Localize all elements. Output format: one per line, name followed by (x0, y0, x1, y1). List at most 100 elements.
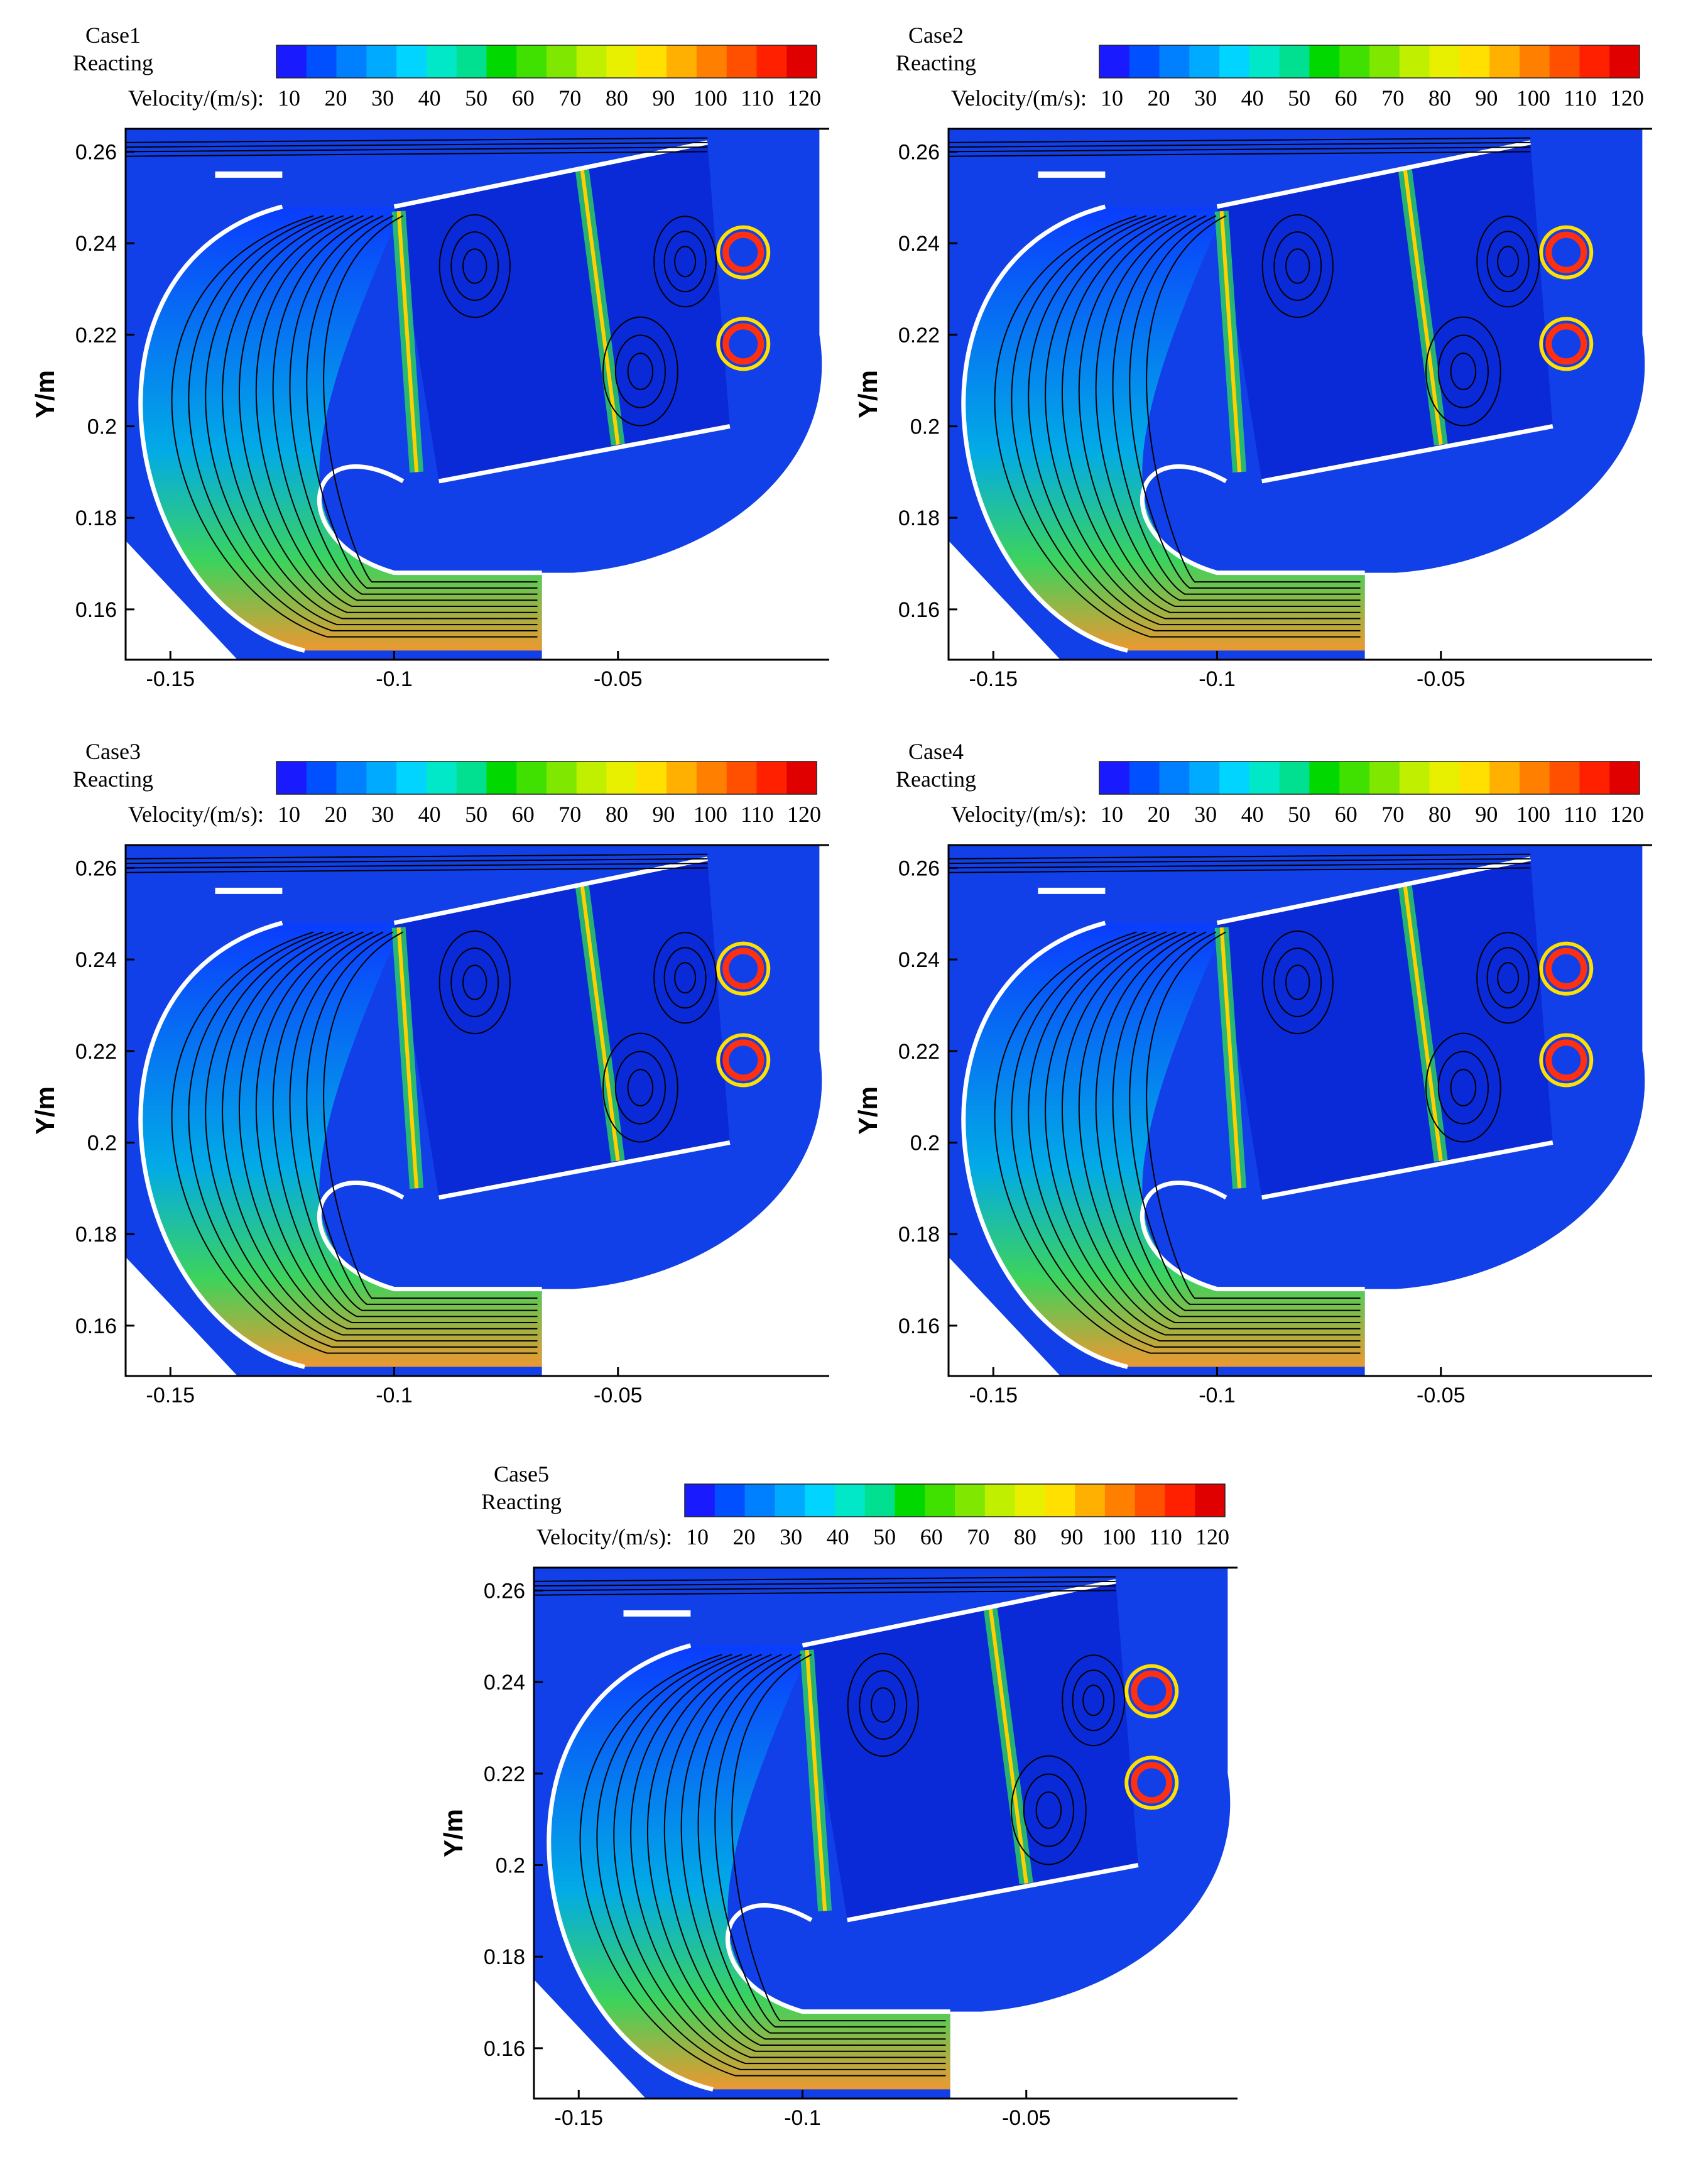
jet-core (805, 1649, 827, 1911)
colorbar-tick-label: 70 (1381, 85, 1404, 111)
colorbar-tick-label: 20 (325, 85, 347, 111)
streamline (1061, 931, 1361, 1330)
colorbar-swatch (955, 1484, 986, 1517)
vortex-streamline (462, 248, 487, 284)
liner-wall-top (1216, 140, 1531, 209)
colorbar-swatch (306, 762, 337, 794)
flow-field (534, 1568, 1238, 2099)
vortex-streamline (1486, 947, 1530, 1009)
x-tick-label: -0.15 (146, 1384, 195, 1407)
streamline (289, 931, 538, 1311)
swirler-hotspot (1131, 1762, 1173, 1804)
colorbar-swatch (1219, 45, 1250, 78)
colorbar-swatch (1159, 762, 1190, 794)
colorbar-frame (684, 1483, 1226, 1517)
colorbar-swatch (864, 1484, 895, 1517)
streamline (949, 853, 1531, 860)
colorbar-swatch (1195, 1484, 1226, 1517)
colorbar-swatch (336, 45, 367, 78)
streamline (949, 146, 1531, 153)
vortex-streamline (614, 1051, 666, 1125)
colorbar-title: Velocity/(m/s): (951, 802, 1087, 827)
y-tick-label: 0.18 (898, 506, 940, 530)
streamline (1095, 931, 1361, 1318)
vortex-streamline (1261, 214, 1334, 319)
colorbar-swatch (1219, 762, 1250, 794)
y-tick-label: 0.16 (75, 1314, 117, 1338)
inner-wall (1140, 464, 1365, 576)
colorbar-tick-label: 100 (1516, 85, 1550, 111)
vortex-streamline (450, 947, 499, 1017)
bend-passage (963, 206, 1365, 651)
vortex-streamline (1437, 334, 1489, 408)
colorbar-swatch (547, 45, 577, 78)
inner-wall (317, 1181, 542, 1292)
vortex-streamline (859, 1670, 908, 1740)
colorbar-tick-label: 80 (606, 85, 628, 111)
jet-core (580, 886, 620, 1162)
jet-core (580, 170, 620, 445)
colorbar-tick-label: 120 (1195, 1524, 1229, 1549)
colorbar-swatch (1309, 762, 1340, 794)
streamline (171, 215, 538, 638)
y-tick-label: 0.16 (484, 2037, 525, 2061)
vortex-streamline (674, 246, 697, 278)
colorbar-tick-label: 60 (512, 802, 535, 827)
colorbar-tick-label: 20 (1148, 85, 1170, 111)
colorbar-tick-label: 20 (733, 1524, 756, 1549)
colorbar-swatch (1519, 762, 1550, 794)
y-tick-label: 0.24 (75, 948, 117, 972)
swirler-hotspot (722, 323, 764, 365)
colorbar-tick-label: 50 (465, 802, 487, 827)
colorbar-tick-label: 90 (1060, 1524, 1083, 1549)
jet-core (1219, 927, 1242, 1189)
vortex-streamline (1285, 964, 1310, 1000)
colorbar-swatch (805, 1484, 835, 1517)
colorbar-tick-label: 60 (1335, 85, 1358, 111)
colorbar-swatch (1339, 45, 1370, 78)
colorbar-swatch (1399, 45, 1430, 78)
colorbar-tick-label: 120 (787, 802, 821, 827)
liner-wall-bottom (1261, 1140, 1553, 1200)
colorbar-swatch (1489, 762, 1520, 794)
x-tick-label: -0.1 (376, 667, 413, 691)
y-tick-label: 0.22 (898, 1040, 940, 1064)
y-tick-label: 0.26 (75, 856, 117, 880)
colorbar-swatch (786, 762, 817, 794)
streamline (994, 215, 1361, 638)
colorbar-tick-label: 90 (1475, 802, 1498, 827)
colorbar-swatch (1459, 762, 1490, 794)
colorbar-frame (1099, 45, 1640, 79)
streamline (1061, 215, 1361, 613)
colorbar-tick-label: 30 (371, 85, 394, 111)
streamline (126, 858, 708, 865)
colorbar-swatch (1249, 762, 1280, 794)
plot-frame (947, 844, 1652, 1377)
flow-field (949, 845, 1652, 1376)
y-tick-label: 0.24 (484, 1671, 525, 1695)
case-title: Case4 (908, 739, 964, 764)
vortex-streamline (1450, 352, 1477, 390)
colorbar-swatch (1279, 45, 1310, 78)
colorbar-title: Velocity/(m/s): (128, 85, 264, 111)
streamline (306, 931, 538, 1305)
vortex-streamline (438, 214, 511, 319)
colorbar-swatch (576, 762, 607, 794)
colorbar-swatch (516, 45, 547, 78)
streamline (323, 931, 538, 1299)
vortex-streamline (1072, 1669, 1115, 1732)
streamline (188, 931, 538, 1348)
colorbar-swatch (1159, 45, 1190, 78)
vortex-streamline (450, 231, 499, 301)
x-tick-label: -0.05 (1002, 2106, 1051, 2130)
colorbar-swatch (1309, 45, 1340, 78)
swirler-ring (1539, 941, 1594, 996)
streamline (126, 141, 708, 148)
y-tick-label: 0.24 (898, 232, 940, 256)
streamline (188, 215, 538, 631)
chart-svg: Case4 Reacting Velocity/(m/s): 10 20 30 40 50 60… (853, 739, 1652, 1407)
jet-core (396, 927, 419, 1189)
streamline (1011, 931, 1361, 1348)
streamline (949, 141, 1531, 148)
colorbar-tick-label: 30 (1194, 85, 1217, 111)
